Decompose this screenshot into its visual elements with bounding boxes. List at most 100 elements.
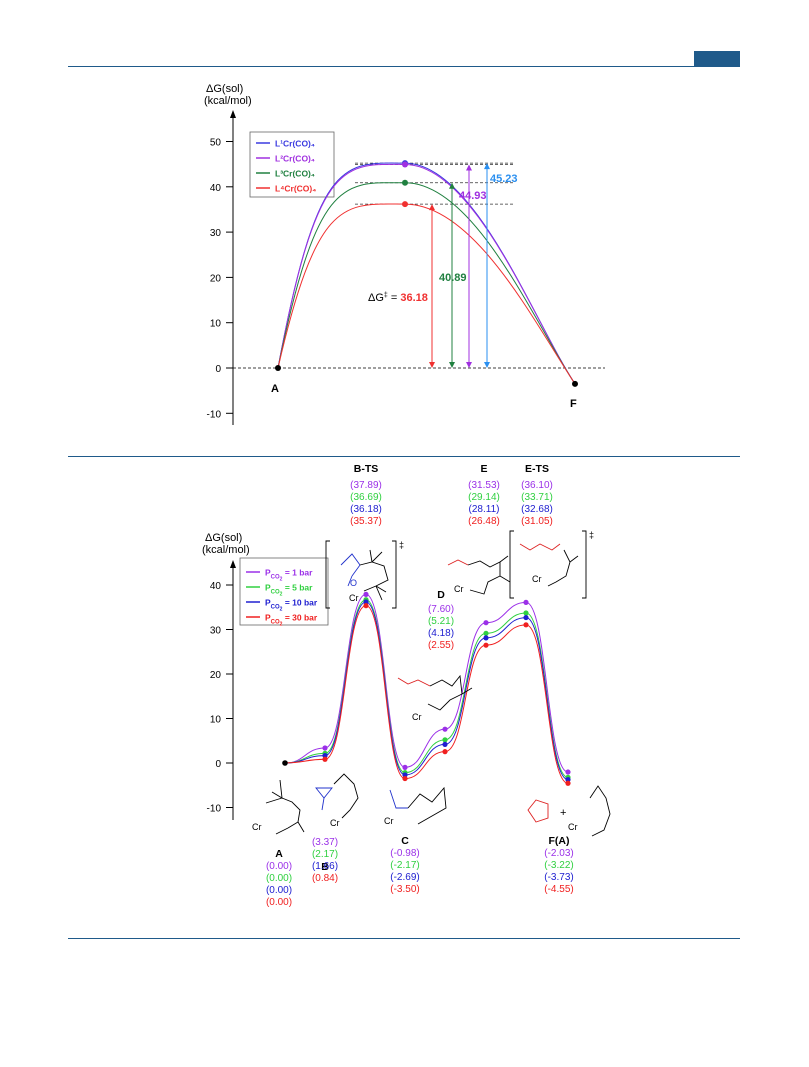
stage-label-b: B bbox=[321, 861, 329, 873]
y-axis-arrow bbox=[230, 560, 236, 568]
structure-c-cr: Cr bbox=[384, 816, 394, 826]
structure-b-ts-dagger: ‡ bbox=[399, 540, 404, 550]
barrier-arrowhead-top bbox=[484, 163, 490, 170]
y-tick-label: 20 bbox=[210, 273, 222, 284]
stage-value-label: (4.18) bbox=[428, 628, 454, 639]
structure-c bbox=[389, 786, 447, 825]
legend-label-2: L²Cr(CO)₄ bbox=[275, 154, 315, 164]
y-axis-label-line2: (kcal/mol) bbox=[204, 95, 252, 107]
profile-point-series-4 bbox=[363, 603, 369, 609]
legend-label-3: L³Cr(CO)₄ bbox=[275, 169, 315, 179]
structure-b bbox=[315, 773, 359, 819]
stage-value-label: (-4.55) bbox=[544, 884, 573, 895]
profile-point-series-1 bbox=[565, 769, 571, 775]
stage-value-label: (-3.50) bbox=[390, 884, 419, 895]
structure-b-ts-cr: Cr bbox=[349, 593, 359, 603]
barrier-label-l2: 44.93 bbox=[459, 190, 487, 202]
profile-point-series-4 bbox=[483, 642, 489, 648]
y-tick-label: 50 bbox=[210, 138, 222, 149]
barrier-arrowhead-bottom bbox=[449, 362, 455, 368]
stage-value-label: (-3.22) bbox=[544, 860, 573, 871]
y-axis-label-line1: ΔG(sol) bbox=[205, 532, 242, 544]
stage-label-bts: B-TS bbox=[354, 463, 379, 475]
structure-f-cr: Cr bbox=[568, 822, 578, 832]
chart-ligand-comparison: ΔG(sol) (kcal/mol) 50 40 30 20 10 0 -10 L¹Cr(C… bbox=[204, 83, 605, 425]
structure-f-plus: + bbox=[560, 807, 566, 819]
profile-point-series-1 bbox=[483, 620, 489, 626]
point-f bbox=[572, 380, 578, 387]
delta-g-label: ΔG‡ = 36.18 bbox=[368, 292, 428, 304]
profile-point-series-4 bbox=[565, 780, 571, 786]
legend-label-1: L¹Cr(CO)₄ bbox=[275, 139, 315, 149]
barrier-label-l4: 36.18 bbox=[400, 292, 428, 304]
stage-label-e: E bbox=[480, 463, 487, 475]
stage-value-label: (0.84) bbox=[312, 873, 338, 884]
stage-value-label: (28.11) bbox=[469, 504, 500, 515]
structure-d bbox=[397, 674, 473, 711]
barrier-arrowhead-top bbox=[449, 182, 455, 189]
stage-value-label: (36.69) bbox=[350, 492, 382, 503]
point-label-f: F bbox=[570, 398, 577, 410]
stage-value-label: (-2.69) bbox=[390, 872, 419, 883]
section-divider-bottom bbox=[68, 938, 740, 939]
profile-point-series-2 bbox=[442, 737, 448, 743]
stage-label-fa: F(A) bbox=[549, 835, 570, 847]
profile-point-series-3 bbox=[483, 635, 489, 641]
y-tick-label: 30 bbox=[210, 626, 222, 637]
profile-point-series-2 bbox=[523, 610, 529, 616]
y-tick-label: 20 bbox=[210, 670, 222, 681]
profile-point-series-4 bbox=[442, 749, 448, 755]
legend-label-3: PCO2 = 10 bar bbox=[265, 598, 318, 613]
barrier-arrowhead-bottom bbox=[484, 362, 490, 368]
profile-point-series-3 bbox=[322, 753, 328, 759]
barrier-arrowhead-top bbox=[466, 164, 472, 171]
stage-value-label: (-2.03) bbox=[544, 848, 573, 859]
ts-point-series-3 bbox=[402, 179, 408, 186]
structure-e-cr: Cr bbox=[454, 584, 464, 594]
legend-box bbox=[239, 557, 329, 626]
barrier-label-l3: 40.89 bbox=[439, 272, 467, 284]
header-rule bbox=[68, 66, 740, 67]
y-tick-label: 0 bbox=[215, 364, 221, 375]
stage-value-label: (5.21) bbox=[428, 616, 454, 627]
profile-point-series-1 bbox=[322, 745, 328, 751]
stage-value-label: (31.05) bbox=[521, 516, 553, 527]
stage-label-ets: E-TS bbox=[525, 463, 549, 475]
structure-e-ts bbox=[509, 530, 587, 599]
y-tick-label: 40 bbox=[210, 183, 222, 194]
stage-label-a: A bbox=[275, 848, 283, 860]
legend-box bbox=[249, 131, 335, 198]
structure-b-ts bbox=[325, 540, 397, 609]
point-a-start bbox=[282, 760, 288, 766]
y-tick-label: 40 bbox=[210, 581, 222, 592]
y-tick-label: -10 bbox=[207, 409, 222, 420]
stage-value-label: (-2.17) bbox=[390, 860, 419, 871]
structure-e bbox=[447, 555, 511, 595]
stage-value-label: (2.55) bbox=[428, 640, 454, 651]
profile-point-series-4 bbox=[322, 756, 328, 762]
legend-label-4: L⁴Cr(CO)₄ bbox=[275, 184, 316, 194]
structure-f bbox=[527, 785, 611, 837]
profile-point-series-4 bbox=[402, 775, 408, 782]
barrier-arrowhead-bottom bbox=[466, 362, 472, 368]
stage-value-label: (3.37) bbox=[312, 837, 338, 848]
stage-value-label: (33.71) bbox=[521, 492, 553, 503]
y-tick-label: 10 bbox=[210, 319, 222, 330]
barrier-arrowhead-top bbox=[429, 204, 435, 211]
profile-point-series-3 bbox=[565, 776, 571, 783]
stage-value-label: (-3.73) bbox=[544, 872, 573, 883]
y-tick-label: 30 bbox=[210, 228, 222, 239]
stage-value-label: (29.14) bbox=[468, 492, 500, 503]
stage-value-label: (2.17) bbox=[312, 849, 338, 860]
stage-value-label: (32.68) bbox=[521, 504, 553, 515]
stage-label-d: D bbox=[437, 589, 445, 601]
y-tick-label: -10 bbox=[207, 804, 222, 815]
stage-value-label: (31.53) bbox=[468, 480, 500, 491]
structure-a bbox=[265, 779, 305, 835]
stage-value-label: (36.10) bbox=[521, 480, 553, 491]
structure-d-cr: Cr bbox=[412, 712, 422, 722]
profile-point-series-1 bbox=[363, 591, 369, 597]
stage-value-label: (0.00) bbox=[266, 897, 292, 908]
stage-value-label: (26.48) bbox=[468, 516, 500, 527]
